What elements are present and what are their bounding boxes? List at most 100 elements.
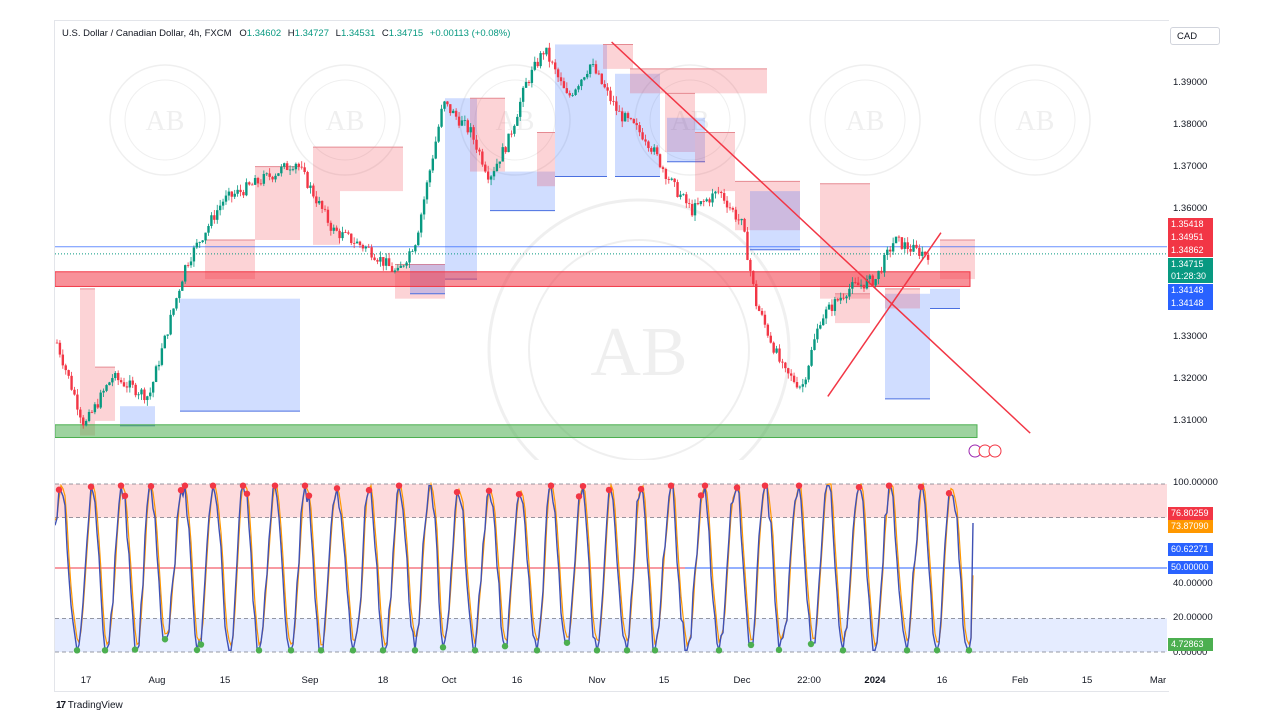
buy-signal-dot — [471, 647, 479, 654]
indicator-dot-icon[interactable] — [988, 444, 1002, 458]
oscillator-badge: 73.87090 — [1168, 520, 1213, 533]
high-label: H — [287, 28, 295, 39]
time-tick-label: 18 — [377, 675, 389, 686]
candle-body — [836, 299, 839, 301]
candle-body — [641, 132, 644, 140]
candle-body — [889, 249, 892, 252]
candle-body — [798, 386, 802, 388]
candle-body — [411, 251, 414, 253]
candle-body — [303, 167, 306, 173]
candle-body — [489, 176, 493, 180]
trendline[interactable] — [827, 232, 942, 397]
candle-body — [335, 227, 338, 231]
candle-body — [667, 178, 670, 180]
oscillator-pane[interactable] — [55, 462, 1167, 667]
candle-body — [638, 125, 641, 133]
candle-body — [425, 182, 429, 200]
candle-body — [868, 275, 872, 279]
candle-body — [315, 196, 318, 204]
candle-body — [347, 232, 350, 234]
candle-body — [73, 389, 76, 395]
candle-body — [775, 348, 778, 353]
watermark-logo: AB — [289, 64, 401, 176]
candle-body — [422, 199, 426, 215]
candle-body — [224, 195, 228, 202]
candle-body — [789, 373, 793, 376]
candle-body — [921, 251, 924, 256]
sell-signal-dot — [395, 482, 403, 489]
candle-body — [766, 324, 770, 336]
candle-body — [822, 318, 825, 326]
candle-body — [379, 257, 382, 262]
candle-body — [67, 370, 70, 376]
candle-body — [755, 283, 758, 307]
buy-signal-dot — [933, 647, 941, 654]
resistance-zone[interactable] — [55, 271, 971, 287]
candle-body — [819, 325, 822, 329]
candle-body — [256, 177, 260, 184]
candle-body — [629, 118, 633, 120]
candle-body — [350, 233, 353, 244]
candle-body — [250, 184, 254, 186]
candle-body — [731, 208, 735, 210]
buy-signal-dot — [775, 646, 783, 654]
buy-signal-dot — [349, 647, 357, 654]
support-zone[interactable] — [55, 424, 978, 439]
candle-body — [725, 200, 729, 208]
candle-body — [440, 108, 443, 127]
oscillator-badge: 76.80259 — [1168, 507, 1213, 520]
price-chart[interactable]: ABABABABABABAB — [55, 20, 1167, 460]
candle-body — [481, 151, 484, 165]
watermark-logo: AB — [109, 64, 221, 176]
candle-body — [839, 297, 842, 301]
candle-body — [717, 191, 720, 193]
sell-signal-dot — [365, 486, 373, 494]
candle-body — [82, 417, 85, 426]
candle-body — [606, 87, 609, 91]
candle-body — [737, 219, 740, 221]
candle-body — [204, 232, 207, 241]
sell-signal-dot — [55, 486, 63, 493]
candle-body — [609, 90, 612, 102]
candle-body — [434, 141, 437, 159]
candle-body — [268, 173, 271, 177]
oscillator-badge: 4.72863 — [1168, 638, 1213, 651]
candle-body — [55, 342, 59, 344]
oscillator-badge: 50.00000 — [1168, 561, 1213, 574]
candle-body — [428, 170, 432, 183]
candle-body — [87, 411, 91, 421]
candle-body — [507, 133, 510, 153]
candle-body — [516, 116, 519, 126]
candle-body — [612, 101, 615, 102]
candle-body — [551, 61, 554, 63]
candle-body — [874, 279, 877, 286]
candle-body — [635, 123, 638, 126]
candle-body — [778, 348, 781, 362]
candle-body — [387, 258, 391, 267]
candle-body — [111, 378, 114, 383]
candle-body — [338, 230, 341, 239]
candle-body — [740, 218, 743, 221]
indicator-icons[interactable] — [968, 444, 1006, 463]
candle-body — [446, 101, 449, 105]
candle-body — [183, 265, 187, 282]
candle-body — [326, 209, 330, 223]
currency-button[interactable]: CAD — [1170, 27, 1220, 45]
sell-signal-dot — [301, 482, 309, 489]
candle-body — [714, 191, 717, 194]
demand-box — [930, 288, 960, 309]
candle-body — [923, 251, 927, 255]
candle-body — [96, 404, 99, 408]
candle-body — [827, 304, 831, 310]
tradingview-logo[interactable]: 17 TradingView — [56, 700, 123, 711]
candle-body — [207, 225, 210, 233]
candle-body — [125, 386, 129, 388]
sell-signal-dot — [855, 483, 863, 491]
trendline[interactable] — [611, 41, 1031, 434]
buy-signal-dot — [807, 640, 815, 648]
candle-body — [233, 193, 236, 197]
candle-body — [746, 231, 749, 260]
candle-body — [918, 247, 921, 256]
time-tick-label: 15 — [1081, 675, 1093, 686]
candle-body — [571, 94, 574, 96]
